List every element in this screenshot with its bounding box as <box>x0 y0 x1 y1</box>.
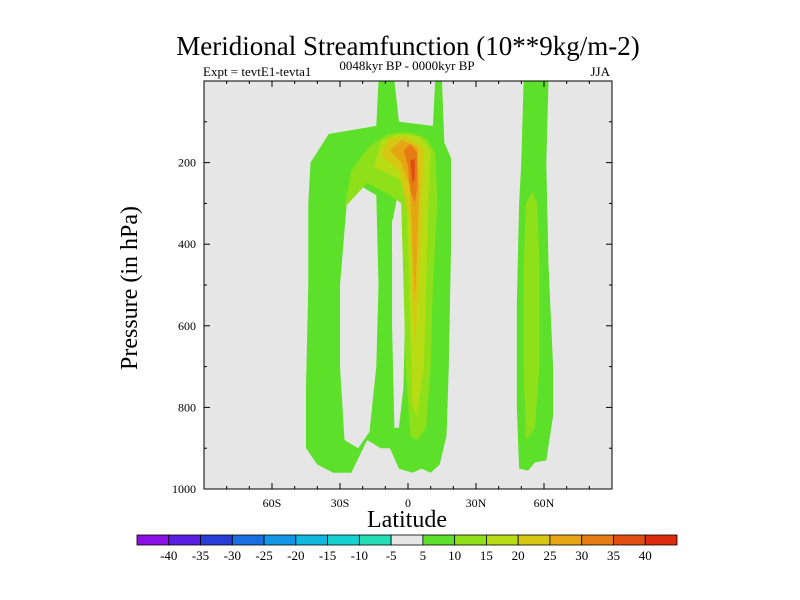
x-tick-label: 30S <box>331 496 350 510</box>
contour-sh-negative-midlat-cell <box>283 178 304 467</box>
colorbar-label: -40 <box>160 548 177 563</box>
x-axis-ticks: 60S 30S 0 30N 60N <box>203 81 613 510</box>
x-tick-label: 30N <box>466 496 487 510</box>
contour-sh-negative-strip-far-left <box>219 81 227 428</box>
colorbar-swatch <box>613 534 646 546</box>
experiment-label: Expt = tevtE1-tevta1 <box>203 64 311 79</box>
colorbar-label: 25 <box>543 548 556 563</box>
colorbar-label: -10 <box>351 548 368 563</box>
contour-tropical-core-30 <box>403 144 418 204</box>
colorbar-swatch <box>200 534 233 546</box>
contour-tropical-core-35 <box>410 158 415 183</box>
colorbar-swatch <box>295 534 328 546</box>
colorbar-swatch <box>549 534 583 546</box>
colorbar-label: -35 <box>192 548 209 563</box>
colorbar-swatch <box>358 534 392 546</box>
colorbar-label: -5 <box>386 548 397 563</box>
colorbar-label: 40 <box>639 548 652 563</box>
plot-area: 60S 30S 0 30N 60N 200 400 600 800 1000 <box>172 80 613 510</box>
colorbar-swatch <box>231 534 265 546</box>
y-axis-label: Pressure (in hPa) <box>117 206 143 370</box>
colorbar-label: 30 <box>575 548 588 563</box>
colorbar-label: 20 <box>512 548 525 563</box>
colorbar-swatch <box>390 534 424 546</box>
contour-nh-negative-subtropical <box>478 178 499 453</box>
contour-nh-polar-positive-core <box>523 191 540 440</box>
contour-tropical-hole-center <box>392 199 406 428</box>
y-axis-ticks: 200 400 600 800 1000 <box>172 80 612 496</box>
y-tick-label: 600 <box>178 319 196 333</box>
colorbar-swatch <box>486 534 519 546</box>
chart-subtitle: 0048kyr BP - 0000kyr BP <box>339 58 474 73</box>
colorbar-swatch <box>263 534 297 546</box>
colorbar-swatch <box>327 534 360 546</box>
contour-fills <box>219 81 554 473</box>
x-tick-label: 0 <box>405 496 411 510</box>
colorbar-label: -15 <box>319 548 336 563</box>
colorbar-label: 15 <box>480 548 493 563</box>
season-label: JJA <box>590 64 610 79</box>
x-tick-label: 60S <box>263 496 282 510</box>
colorbar-label: -20 <box>287 548 304 563</box>
chart-title: Meridional Streamfunction (10**9kg/m-2) <box>176 31 639 61</box>
contour-tropical-hole-left <box>340 187 379 449</box>
colorbar-label: 10 <box>448 548 461 563</box>
colorbar-swatch <box>454 534 487 546</box>
y-tick-label: 200 <box>178 156 196 170</box>
colorbar-label: 5 <box>420 548 427 563</box>
colorbar-swatch <box>517 534 551 546</box>
colorbar-swatch <box>644 534 678 546</box>
x-tick-label: 60N <box>534 496 555 510</box>
colorbar-swatch <box>422 534 456 546</box>
x-axis-label: Latitude <box>367 507 447 533</box>
contour-nh-thin-positive-strips <box>539 81 549 110</box>
colorbar-swatch <box>581 534 614 546</box>
colorbar-label: 35 <box>607 548 620 563</box>
y-tick-label: 800 <box>178 400 196 414</box>
colorbar-swatch <box>136 534 170 546</box>
colorbar-label: -25 <box>255 548 272 563</box>
colorbar-swatch <box>168 534 201 546</box>
y-tick-label: 400 <box>178 237 196 251</box>
contour-tropical-neg-small-2 <box>396 334 402 375</box>
contour-tropical-neg-small <box>392 219 397 253</box>
colorbar: -40 -35 -30 -25 -20 -15 -10 -5 5 10 15 20 25 30 35 40 <box>136 534 678 563</box>
colorbar-label: -30 <box>224 548 241 563</box>
contour-sh-negative-strip-left-pair <box>238 81 248 416</box>
y-tick-label: 1000 <box>172 482 196 496</box>
